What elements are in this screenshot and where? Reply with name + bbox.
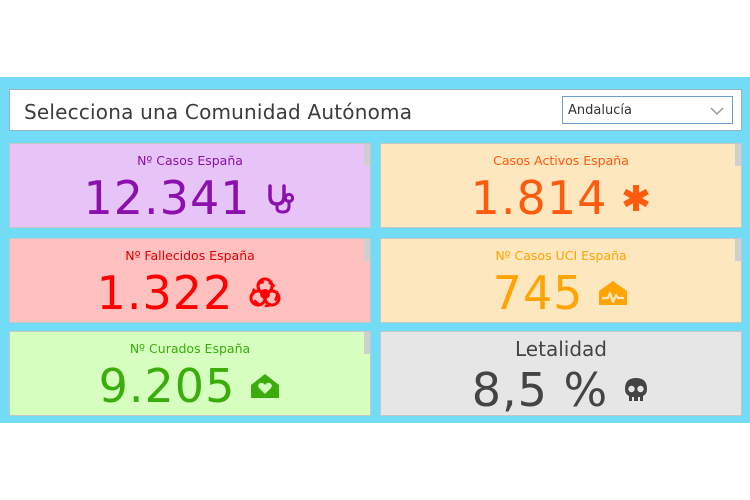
scrollbar[interactable] xyxy=(735,144,741,166)
selector-label: Selecciona una Comunidad Autónoma xyxy=(24,100,413,124)
card-casos-uci: Nº Casos UCI España 745 xyxy=(380,238,742,323)
card-title: Letalidad xyxy=(515,337,607,361)
skull-icon xyxy=(622,376,650,404)
card-value: 9.205 xyxy=(98,359,236,413)
region-dropdown[interactable]: Andalucía xyxy=(562,96,733,124)
scrollbar[interactable] xyxy=(364,239,370,261)
card-value: 1.814 xyxy=(470,171,608,225)
stethoscope-icon xyxy=(264,182,296,214)
biohazard-icon xyxy=(247,275,283,311)
card-letalidad: Letalidad 8,5 % xyxy=(380,331,742,416)
card-title: Nº Casos UCI España xyxy=(495,248,627,263)
dashboard: Selecciona una Comunidad Autónoma Andalu… xyxy=(0,77,750,423)
asterisk-icon xyxy=(621,183,651,213)
region-dropdown-value: Andalucía xyxy=(568,103,632,118)
card-curados: Nº Curados España 9.205 xyxy=(9,331,371,416)
scrollbar[interactable] xyxy=(735,239,741,261)
card-casos-espana: Nº Casos España 12.341 xyxy=(9,143,371,228)
scrollbar[interactable] xyxy=(364,144,370,166)
card-value: 1.322 xyxy=(96,266,234,320)
card-title: Nº Curados España xyxy=(129,341,251,356)
scrollbar[interactable] xyxy=(364,332,370,354)
card-casos-activos: Casos Activos España 1.814 xyxy=(380,143,742,228)
card-title: Casos Activos España xyxy=(493,153,629,168)
card-value: 12.341 xyxy=(83,171,251,225)
card-title: Nº Fallecidos España xyxy=(125,248,255,263)
region-selector-bar: Selecciona una Comunidad Autónoma Andalu… xyxy=(9,89,742,131)
card-value: 745 xyxy=(492,266,584,320)
chevron-down-icon xyxy=(710,107,724,116)
card-fallecidos: Nº Fallecidos España 1.322 xyxy=(9,238,371,323)
home-heart-icon xyxy=(249,372,281,400)
card-value: 8,5 % xyxy=(471,363,609,416)
hospital-heartbeat-icon xyxy=(597,279,629,307)
card-title: Nº Casos España xyxy=(137,153,243,168)
